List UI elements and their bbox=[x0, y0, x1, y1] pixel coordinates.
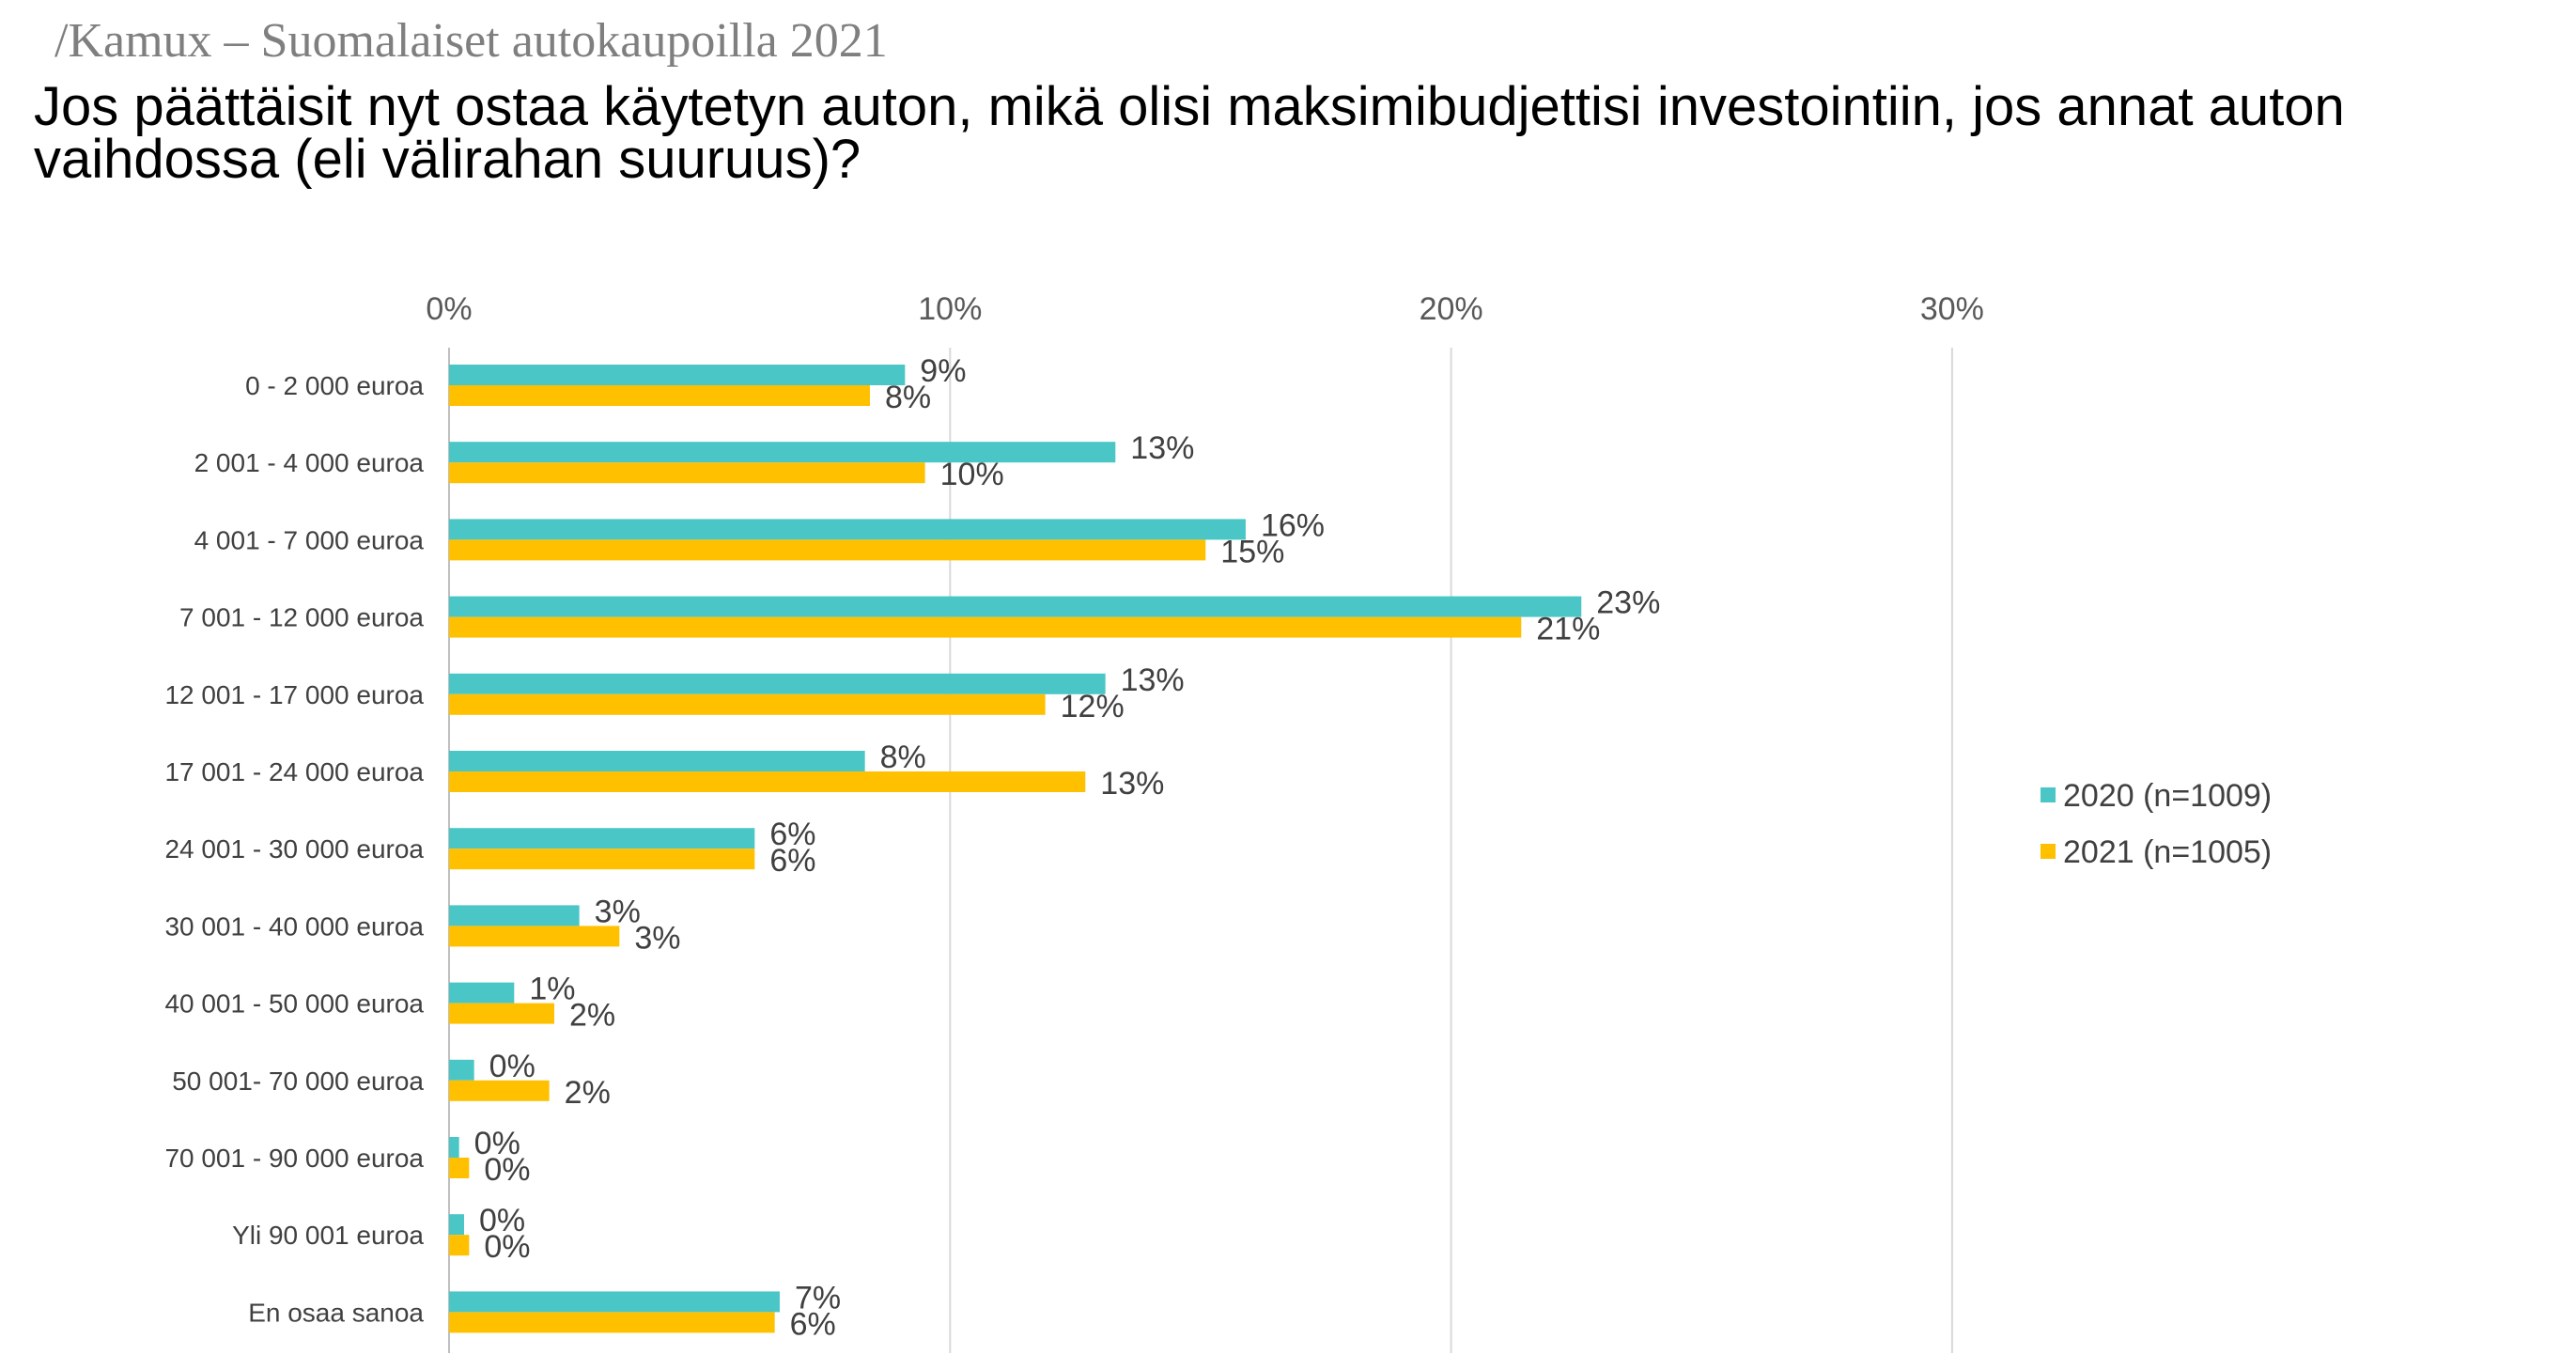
data-label: 0% bbox=[474, 1126, 520, 1161]
bar-2020 bbox=[449, 1214, 464, 1236]
bar-2020 bbox=[449, 1291, 780, 1313]
bar-2020 bbox=[449, 596, 1582, 617]
x-tick-label: 10% bbox=[918, 291, 982, 327]
legend-label: 2021 (n=1005) bbox=[2063, 834, 2272, 870]
x-tick-label: 30% bbox=[1920, 291, 1984, 327]
category-label: 0 - 2 000 euroa bbox=[245, 371, 424, 400]
category-label: 2 001 - 4 000 euroa bbox=[194, 448, 425, 477]
category-label: 70 001 - 90 000 euroa bbox=[164, 1144, 424, 1173]
bar-2020 bbox=[449, 982, 515, 1004]
bar-2020 bbox=[449, 1059, 474, 1081]
bar-2021 bbox=[449, 385, 870, 406]
data-label: 0% bbox=[484, 1152, 530, 1188]
category-label: 7 001 - 12 000 euroa bbox=[179, 603, 424, 632]
bar-2021 bbox=[449, 1312, 775, 1333]
supertitle: /Kamux – Suomalaiset autokaupoilla 2021 bbox=[54, 14, 888, 68]
data-label: 3% bbox=[595, 894, 641, 929]
bar-2020 bbox=[449, 442, 1116, 463]
x-axis-ticks: 0% 10% 20% 30% bbox=[426, 291, 1984, 327]
category-label: 4 001 - 7 000 euroa bbox=[194, 525, 425, 554]
data-label: 15% bbox=[1220, 534, 1284, 569]
bar-2020 bbox=[449, 1137, 459, 1158]
legend-swatch bbox=[2041, 844, 2056, 859]
category-label: Yli 90 001 euroa bbox=[232, 1221, 424, 1250]
legend-label: 2020 (n=1009) bbox=[2063, 778, 2272, 814]
data-label: 2% bbox=[569, 998, 615, 1034]
data-label: 12% bbox=[1061, 689, 1125, 724]
data-label: 23% bbox=[1596, 585, 1660, 621]
bar-2021 bbox=[449, 1235, 470, 1256]
data-label: 3% bbox=[634, 920, 680, 956]
category-label: 12 001 - 17 000 euroa bbox=[164, 680, 424, 709]
bar-2021 bbox=[449, 1080, 550, 1101]
legend-swatch bbox=[2041, 787, 2056, 802]
data-label: 7% bbox=[795, 1280, 841, 1316]
bar-2020 bbox=[449, 365, 906, 385]
bar-2021 bbox=[449, 616, 1522, 638]
bar-2021 bbox=[449, 462, 925, 484]
data-label: 2% bbox=[565, 1075, 611, 1111]
x-tick-label: 20% bbox=[1420, 291, 1483, 327]
bar-2021 bbox=[449, 1003, 554, 1024]
data-label: 16% bbox=[1261, 507, 1325, 543]
category-label: 50 001- 70 000 euroa bbox=[172, 1066, 424, 1096]
bar-2021 bbox=[449, 848, 755, 870]
data-label: 0% bbox=[489, 1049, 535, 1084]
bar-2021 bbox=[449, 539, 1206, 561]
category-label: 40 001 - 50 000 euroa bbox=[164, 989, 424, 1019]
data-label: 13% bbox=[1100, 766, 1164, 802]
x-tick-label: 0% bbox=[426, 291, 472, 327]
data-label: 21% bbox=[1536, 612, 1600, 647]
legend: 2020 (n=1009) 2021 (n=1005) bbox=[2041, 778, 2272, 870]
category-label: En osaa sanoa bbox=[248, 1298, 424, 1327]
bar-2021 bbox=[449, 1158, 470, 1178]
data-label: 0% bbox=[479, 1203, 525, 1238]
data-label: 8% bbox=[885, 380, 931, 415]
bar-2021 bbox=[449, 771, 1086, 792]
category-labels: 0 - 2 000 euroa 2 001 - 4 000 euroa 4 001 … bbox=[164, 371, 424, 1327]
data-label: 6% bbox=[769, 843, 815, 879]
bar-2020 bbox=[449, 519, 1246, 540]
data-labels: 9%8%13%10%16%15%23%21%13%12%8%13%6%6%3%3… bbox=[474, 353, 1661, 1342]
bars bbox=[449, 365, 1582, 1333]
data-label: 1% bbox=[529, 972, 575, 1007]
data-label: 13% bbox=[1130, 430, 1194, 466]
data-label: 6% bbox=[790, 1306, 836, 1342]
category-label: 30 001 - 40 000 euroa bbox=[164, 911, 424, 941]
data-label: 0% bbox=[484, 1229, 530, 1265]
bar-2020 bbox=[449, 828, 755, 849]
data-label: 9% bbox=[920, 353, 966, 389]
data-label: 6% bbox=[769, 817, 815, 852]
bar-2020 bbox=[449, 905, 580, 926]
data-label: 10% bbox=[940, 457, 1004, 492]
bar-2021 bbox=[449, 926, 620, 947]
bar-2020 bbox=[449, 673, 1106, 694]
chart-title: Jos päättäisit nyt ostaa käytetyn auton,… bbox=[34, 76, 2345, 190]
bar-2020 bbox=[449, 751, 865, 771]
grid-lines bbox=[448, 348, 1953, 1353]
data-label: 13% bbox=[1121, 662, 1185, 698]
category-label: 24 001 - 30 000 euroa bbox=[164, 834, 424, 864]
bar-2021 bbox=[449, 693, 1046, 715]
data-label: 8% bbox=[880, 739, 926, 775]
category-label: 17 001 - 24 000 euroa bbox=[164, 757, 424, 786]
